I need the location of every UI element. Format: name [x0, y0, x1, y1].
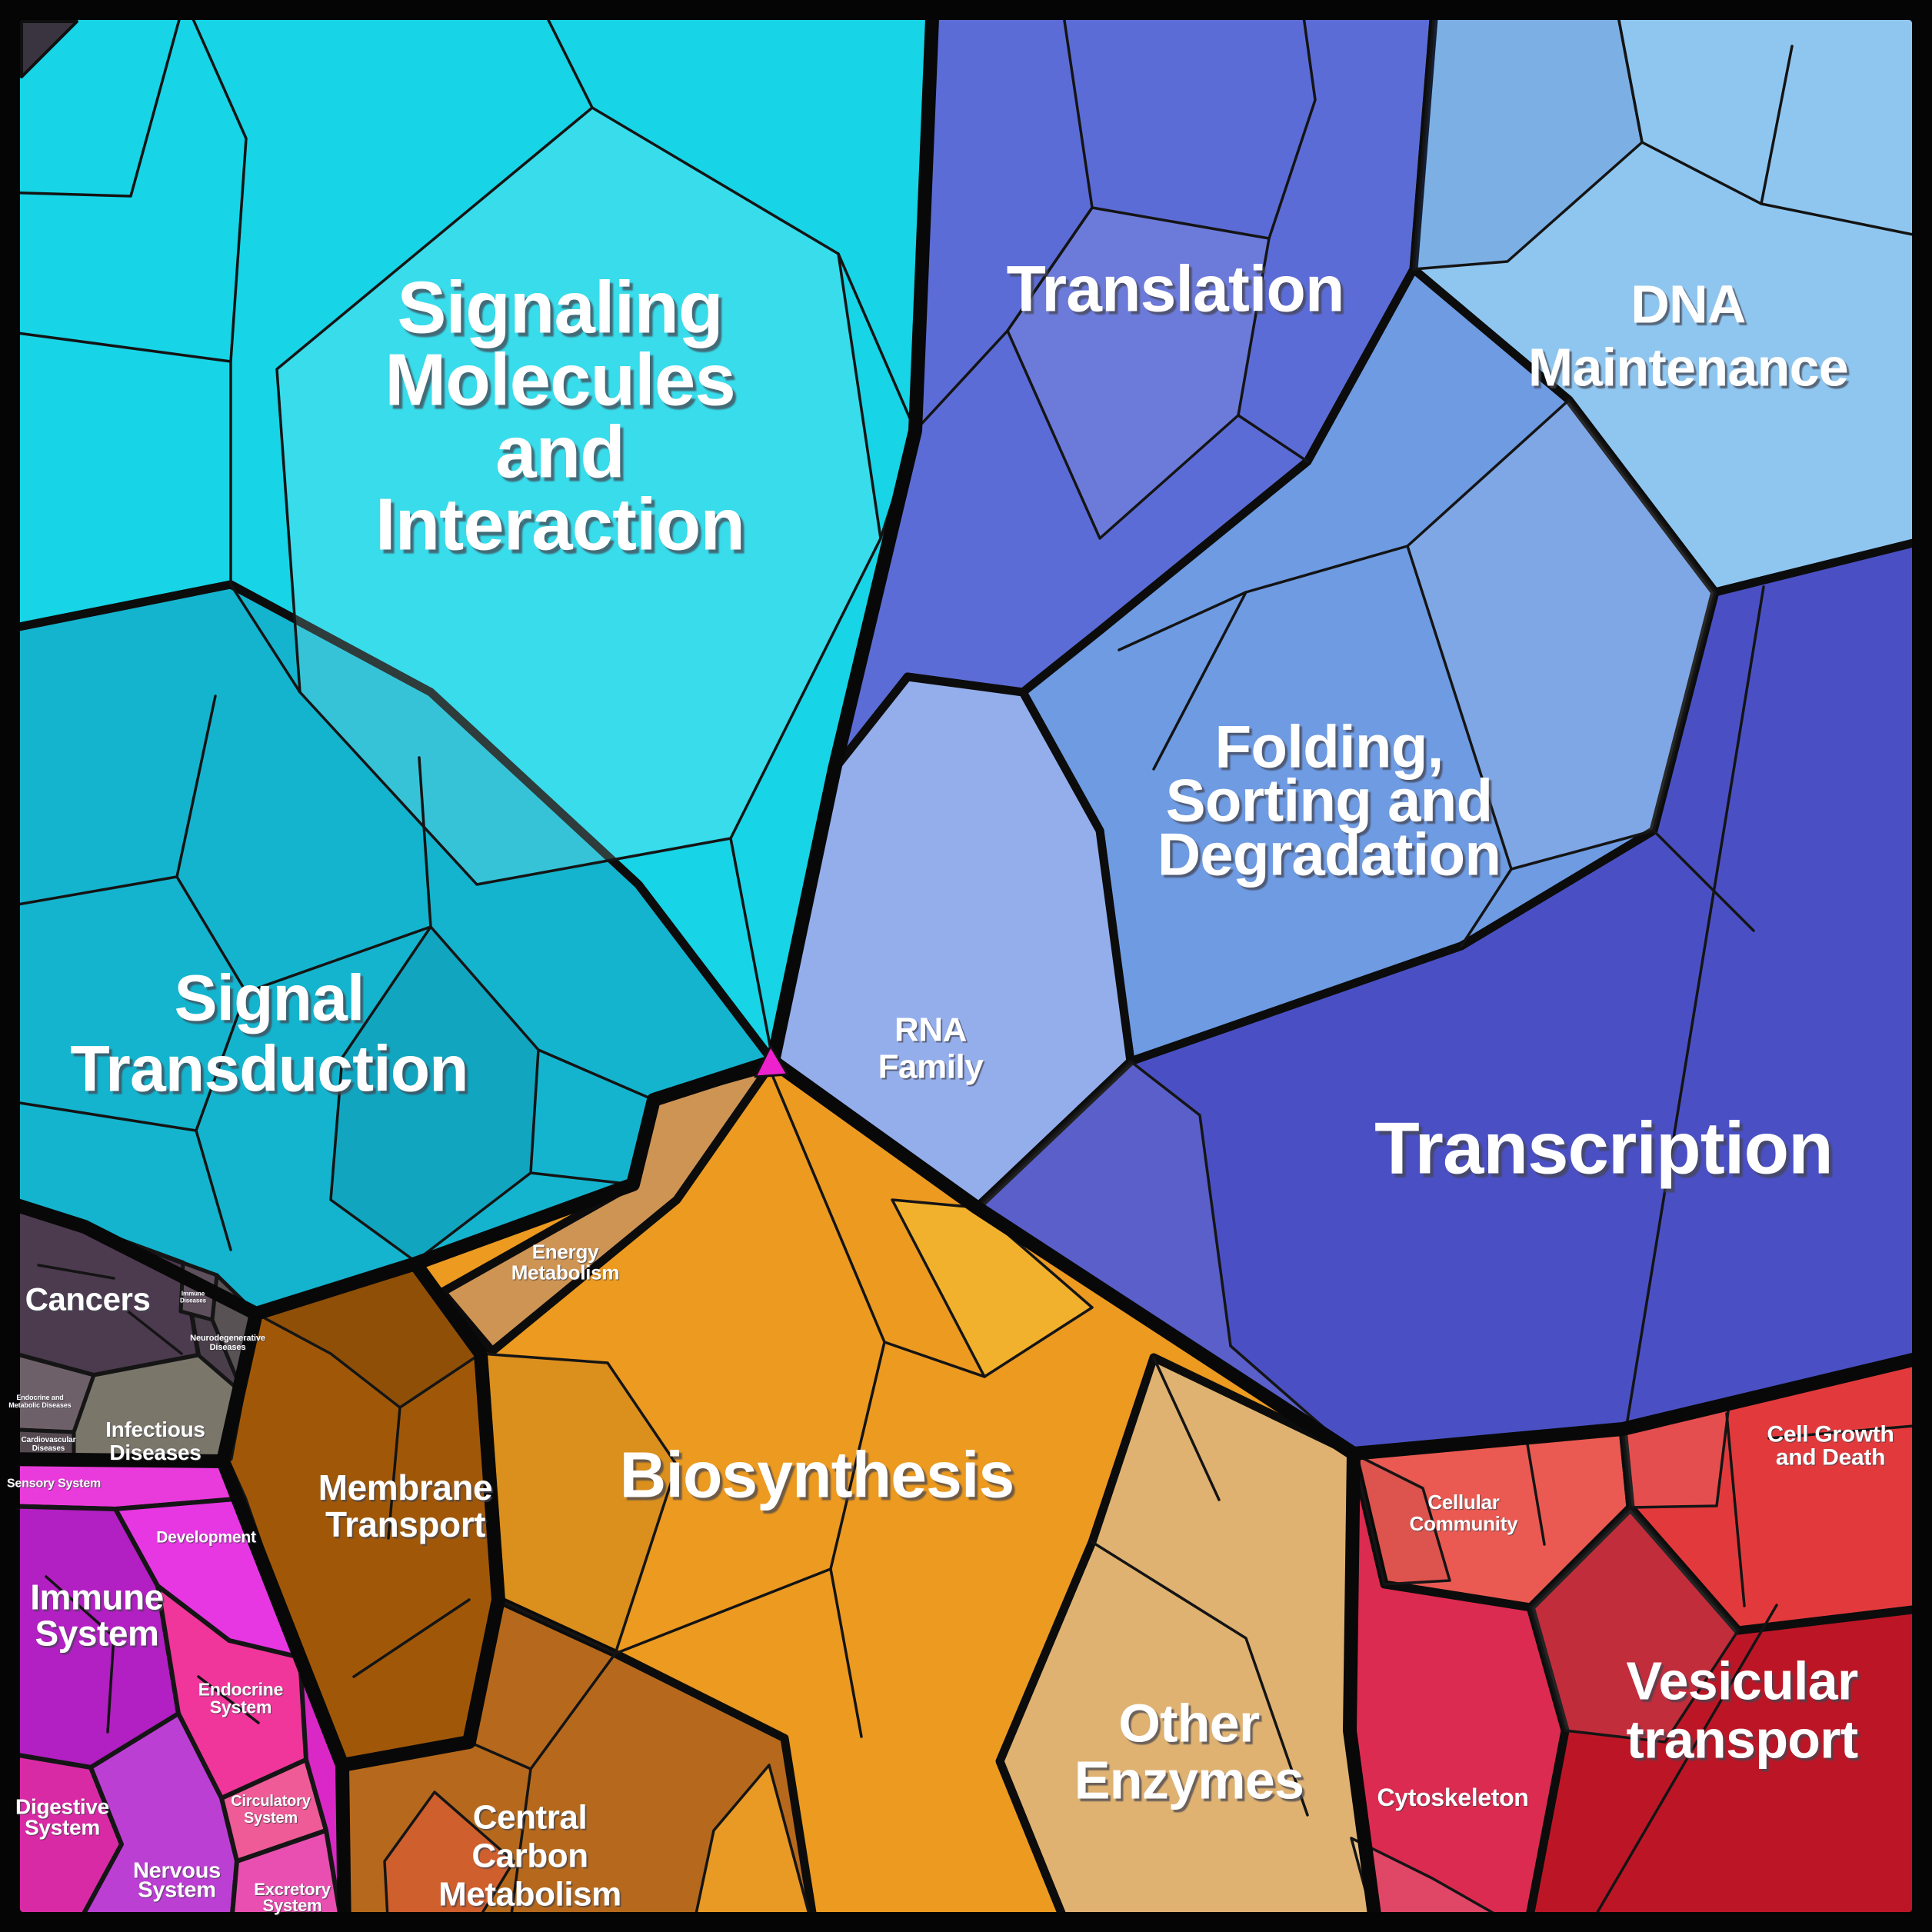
- cell-edge: [45, 1575, 115, 1734]
- label-st: Signal Transduction: [70, 961, 468, 1104]
- cell-edge: [1652, 829, 1755, 932]
- cell-edge: [614, 1066, 886, 1655]
- cell-edge: [37, 1264, 115, 1280]
- cell-dna-top: [1412, 0, 1644, 271]
- cell-edge: [914, 206, 1094, 432]
- label-cell-growth: Cell Growth and Death: [1767, 1422, 1894, 1471]
- cell-edge: [1725, 1412, 1746, 1607]
- label-biosynthesis: Biosynthesis: [620, 1438, 1014, 1511]
- label-sensory: Sensory System: [7, 1477, 101, 1491]
- label-infectious: Infectious Diseases: [105, 1417, 205, 1464]
- cell-edge: [1625, 585, 1765, 1427]
- label-translation: Translation: [1007, 252, 1344, 325]
- label-cytoskeleton: Cytoskeleton: [1377, 1784, 1528, 1811]
- cell-edge: [1091, 1541, 1309, 1817]
- label-transcription: Transcription: [1374, 1108, 1833, 1190]
- cell-edge: [837, 252, 917, 432]
- cell-community-shade: [1352, 1452, 1451, 1586]
- cell-edge: [1060, 0, 1094, 209]
- label-circulatory: Circulatory System: [231, 1793, 311, 1827]
- cell-edge: [387, 1406, 401, 1540]
- cell-edge: [1614, 0, 1932, 240]
- cell-edge: [1267, 0, 1317, 240]
- cell-edge: [1460, 868, 1513, 948]
- cell-vesicular-light: [1529, 1506, 1740, 1744]
- cell-edge: [352, 1598, 471, 1678]
- cell-edge: [245, 925, 432, 994]
- cell-edge: [1152, 1356, 1221, 1501]
- cell-edge: [529, 1171, 635, 1186]
- micro-cell-magenta: [754, 1044, 789, 1078]
- label-development: Development: [156, 1528, 256, 1546]
- cell-edge: [829, 1567, 863, 1738]
- cell-edge: [0, 0, 186, 198]
- macro-border: [249, 1054, 780, 1321]
- label-neurodegenerative: Neurodegenerative Diseases: [190, 1334, 265, 1352]
- label-nervous: Nervous System: [133, 1859, 221, 1903]
- label-endocrine-system: Endocrine System: [198, 1680, 283, 1717]
- cell-biosynthesis-bright: [891, 1198, 1094, 1378]
- cell-edge: [122, 1306, 183, 1355]
- cell-smi-blob: [275, 106, 882, 886]
- macro-border: [0, 1193, 263, 1321]
- cell-edge: [1760, 45, 1794, 205]
- corner-cell: [20, 20, 78, 78]
- label-smi: Signaling Molecules and Interaction: [375, 267, 744, 566]
- label-endocrine-metabolic-diseases: Endocrine and Metabolic Diseases: [8, 1394, 72, 1409]
- cell-edge: [0, 329, 232, 363]
- macro-border: [1347, 1348, 1932, 1461]
- cell-edge: [1237, 414, 1309, 463]
- cell-edge: [175, 695, 217, 878]
- macro-border: [766, 0, 940, 1068]
- cell-edge: [418, 756, 432, 928]
- macro-border: [335, 1257, 505, 1772]
- label-immune-diseases: Immune Diseases: [180, 1290, 207, 1304]
- cell-edge: [508, 1767, 532, 1932]
- label-immune-system: Immune System: [30, 1577, 164, 1654]
- cell-folding-right: [1406, 398, 1717, 871]
- label-rna: RNA Family: [878, 1011, 984, 1085]
- cell-excretory: [228, 1828, 345, 1932]
- cell-edge: [197, 1675, 260, 1724]
- label-ccm: Central Carbon Metabolism: [438, 1798, 621, 1913]
- cell-edge: [1525, 1438, 1546, 1546]
- label-cancers: Cancers: [25, 1281, 151, 1317]
- macro-border: [1343, 1447, 1384, 1932]
- cell-ccm-accent2: [691, 1764, 813, 1932]
- cell-edge: [1767, 1423, 1932, 1440]
- label-cellular-community: Cellular Community: [1410, 1491, 1518, 1535]
- macro-border: [766, 1054, 1361, 1461]
- cell-edge: [537, 1048, 655, 1101]
- label-dna: DNA Maintenance: [1528, 275, 1848, 398]
- cell-edge: [229, 583, 301, 694]
- label-digestive: Digestive System: [15, 1794, 109, 1839]
- cell-edge: [195, 1129, 232, 1251]
- macro-border: [216, 1454, 351, 1932]
- label-energy: Energy Metabolism: [511, 1241, 619, 1284]
- label-vesicular: Vesicular transport: [1626, 1651, 1858, 1770]
- cell-edge: [729, 837, 774, 1063]
- label-folding: Folding, Sorting and Degradation: [1158, 712, 1501, 888]
- cell-edge: [1584, 1604, 1778, 1932]
- cell-edge: [883, 1341, 986, 1378]
- label-excretory: Excretory System: [254, 1880, 331, 1915]
- cell-edge: [183, 0, 248, 586]
- cell-edge: [1118, 591, 1247, 651]
- label-other-enzymes: Other Enzymes: [1074, 1694, 1304, 1810]
- label-membrane: Membrane Transport: [318, 1467, 492, 1544]
- label-cardiovascular: Cardiovascular Diseases: [22, 1436, 76, 1453]
